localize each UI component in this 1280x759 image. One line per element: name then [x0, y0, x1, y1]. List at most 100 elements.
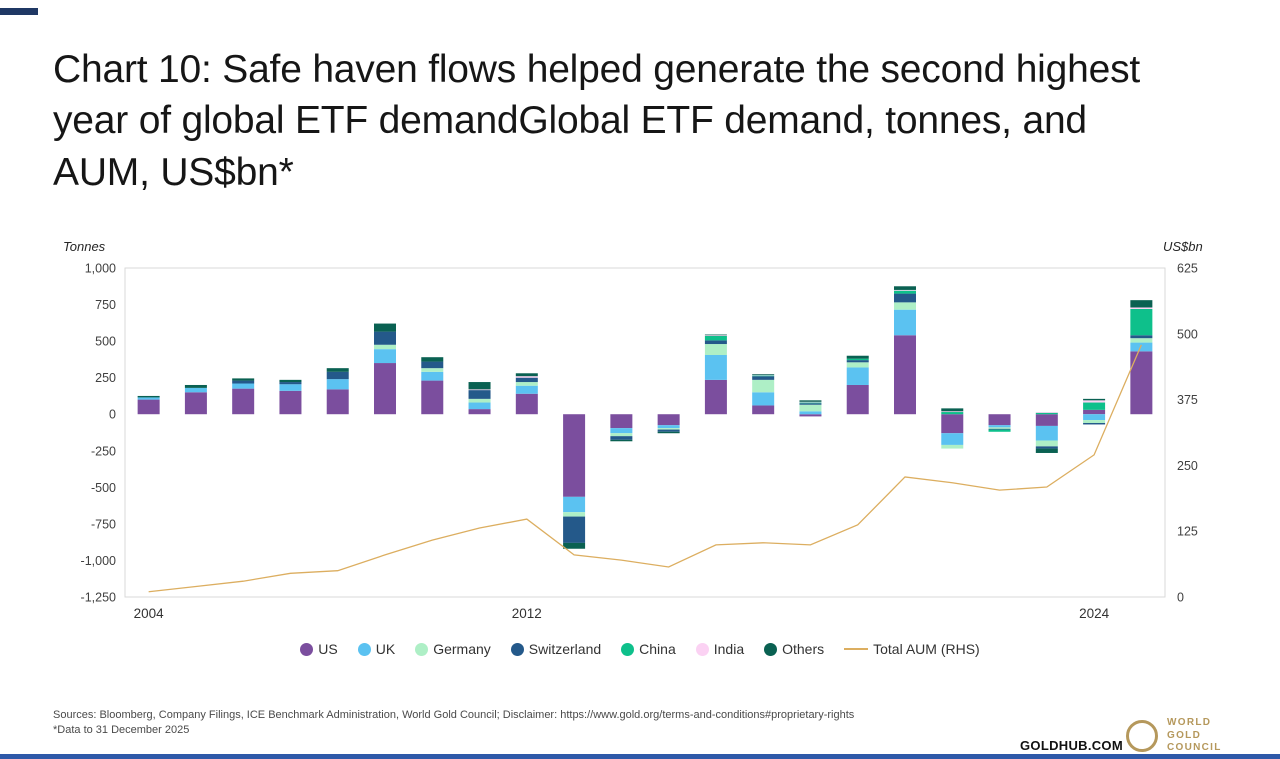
bar-segment-UK-2012 — [515, 385, 538, 394]
right-axis-tick-label: 500 — [1177, 327, 1198, 341]
legend-label: Germany — [433, 641, 491, 657]
bar-segment-India-2021 — [941, 411, 964, 413]
bar-segment-US-2015 — [657, 414, 680, 426]
bar-segment-Germany-2025 — [1130, 338, 1153, 343]
world-gold-council-logo: WORLD GOLD COUNCIL — [1126, 717, 1222, 755]
bar-segment-Germany-2020 — [894, 302, 916, 310]
bar-segment-US-2020 — [894, 335, 916, 415]
footer: Sources: Bloomberg, Company Filings, ICE… — [53, 708, 953, 738]
bar-segment-Others-2021 — [941, 408, 964, 412]
bar-segment-US-2010 — [421, 380, 444, 415]
bar-segment-China-2017 — [752, 375, 775, 377]
legend-label: UK — [375, 641, 396, 657]
right-axis-tick-label: 0 — [1177, 591, 1184, 605]
bar-segment-Others-2007 — [279, 379, 302, 383]
bar-segment-Germany-2013 — [563, 512, 586, 517]
bar-segment-UK-2010 — [421, 371, 444, 381]
bar-segment-UK-2013 — [563, 496, 586, 513]
legend-label: Switzerland — [528, 641, 602, 657]
bar-segment-China-2023 — [1035, 412, 1058, 415]
bar-segment-Germany-2023 — [1035, 440, 1058, 447]
bar-segment-Switzerland-2014 — [610, 436, 633, 440]
bar-segment-UK-2015 — [657, 425, 680, 429]
bar-segment-India-2025 — [1130, 307, 1153, 309]
bar-segment-Switzerland-2012 — [515, 377, 538, 383]
top-accent-bar — [0, 8, 38, 15]
legend-label: Others — [782, 641, 825, 657]
legend-label: Total AUM (RHS) — [873, 641, 980, 657]
bar-segment-Switzerland-2007 — [279, 382, 302, 385]
left-axis-tick-label: -750 — [91, 517, 116, 531]
bar-segment-Germany-2014 — [610, 433, 633, 437]
bar-segment-Others-2020 — [894, 286, 916, 290]
legend-item-others: Others — [764, 641, 824, 657]
bar-segment-US-2008 — [326, 389, 349, 415]
bar-segment-Switzerland-2016 — [704, 340, 727, 345]
bar-segment-Others-2009 — [374, 323, 396, 332]
bar-segment-Germany-2019 — [846, 362, 869, 368]
bar-segment-UK-2016 — [704, 355, 727, 380]
bar-segment-US-2017 — [752, 405, 775, 415]
bar-segment-Others-2008 — [326, 368, 349, 372]
wgc-logo-line-2: GOLD — [1167, 729, 1202, 741]
bar-segment-Germany-2024 — [1083, 420, 1106, 423]
bar-segment-UK-2019 — [846, 367, 869, 385]
legend-swatch-icon — [357, 642, 371, 656]
bar-segment-Others-2025 — [1130, 300, 1153, 308]
bar-segment-Switzerland-2015 — [657, 429, 680, 432]
left-axis-tick-label: 250 — [95, 371, 116, 385]
bar-segment-Others-2011 — [468, 382, 491, 390]
legend-item-switzerland: Switzerland — [510, 641, 602, 657]
bar-segment-Germany-2015 — [657, 428, 680, 430]
x-axis-tick-label: 2024 — [1079, 606, 1110, 621]
bar-segment-China-2016 — [704, 335, 727, 341]
bar-segment-Others-2006 — [232, 378, 255, 381]
bar-segment-UK-2018 — [799, 411, 822, 415]
bar-segment-UK-2008 — [326, 379, 349, 390]
bar-segment-India-2018 — [799, 401, 822, 403]
wgc-ring-icon — [1126, 719, 1158, 752]
left-axis-tick-label: 750 — [95, 298, 116, 312]
bar-segment-India-2020 — [894, 289, 916, 291]
bar-segment-UK-2011 — [468, 402, 491, 410]
bar-segment-Others-2018 — [799, 400, 822, 402]
bar-segment-India-2016 — [704, 335, 727, 336]
legend-swatch-icon — [764, 642, 778, 656]
legend-swatch-icon — [695, 642, 709, 656]
bar-segment-Germany-2018 — [799, 404, 822, 412]
bar-segment-Others-2024 — [1083, 398, 1106, 401]
wgc-logo-wordmark: WORLD GOLD COUNCIL — [1167, 717, 1222, 755]
legend-line-swatch-icon — [844, 648, 869, 650]
wgc-logo-line-1: WORLD — [1167, 717, 1212, 728]
bar-segment-UK-2006 — [232, 383, 255, 389]
bar-segment-UK-2014 — [610, 428, 633, 434]
etf-demand-stacked-bar-chart: 1,000 750 500 250 0 -250 -500 -750 -1,000 -1,250 6… — [81, 262, 1198, 622]
bar-segment-US-2025 — [1130, 351, 1153, 415]
left-axis-tick-label: -500 — [91, 481, 116, 495]
bar-segment-Switzerland-2011 — [468, 390, 491, 399]
bar-segment-US-2014 — [610, 414, 633, 429]
bar-segment-Others-2012 — [515, 373, 538, 377]
right-axis-tick-label: 125 — [1177, 525, 1198, 539]
bar-segment-US-2024 — [1083, 409, 1106, 415]
bar-segment-Switzerland-2013 — [563, 516, 586, 543]
bar-segment-US-2005 — [184, 392, 207, 415]
right-axis-tick-label: 250 — [1177, 459, 1198, 473]
x-axis-tick-label: 2004 — [134, 606, 165, 621]
legend-item-us: US — [300, 641, 338, 657]
bar-segment-UK-2009 — [374, 349, 396, 364]
bar-segment-Germany-2009 — [374, 344, 396, 350]
left-axis-tick-label: -1,250 — [81, 591, 116, 605]
legend-item-total-aum: Total AUM (RHS) — [844, 641, 980, 657]
legend-item-germany: Germany — [415, 641, 491, 657]
bar-segment-UK-2020 — [894, 309, 916, 336]
bar-segment-US-2022 — [988, 414, 1011, 426]
bar-segment-US-2016 — [704, 379, 727, 415]
bar-segment-US-2007 — [279, 390, 302, 415]
bar-segment-Germany-2017 — [752, 379, 775, 393]
bar-segment-UK-2022 — [988, 425, 1011, 428]
plot-border — [124, 267, 1166, 598]
bar-segment-UK-2021 — [941, 433, 964, 445]
bar-segment-Switzerland-2025 — [1130, 335, 1153, 339]
total-aum-line — [148, 344, 1142, 593]
